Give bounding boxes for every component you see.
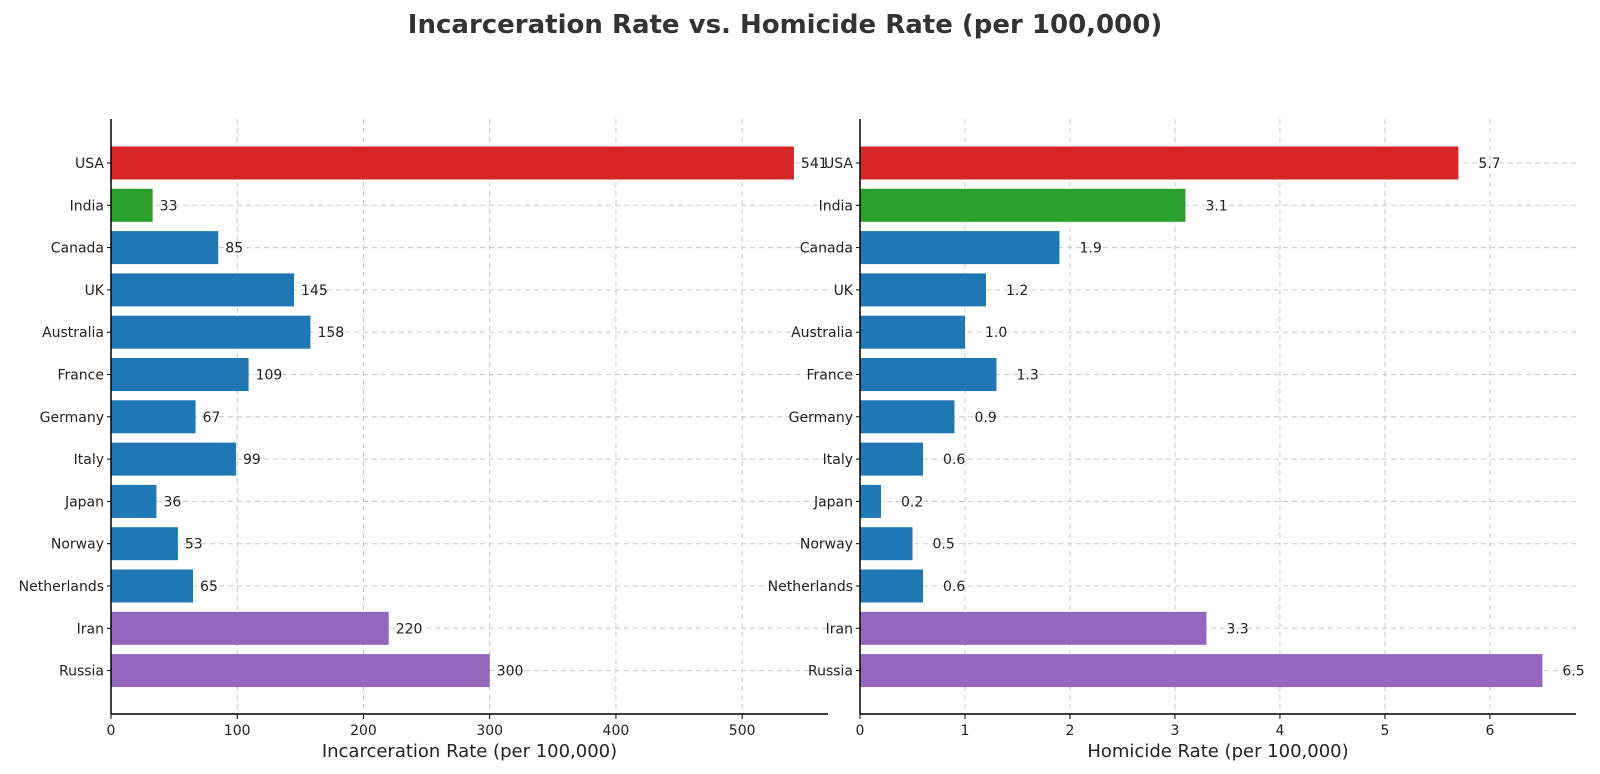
incarceration-value-label: 541 bbox=[801, 156, 828, 172]
incarceration-category-label: Norway bbox=[51, 537, 104, 553]
incarceration-bar-iran bbox=[111, 611, 389, 645]
incarceration-bar-india bbox=[111, 188, 153, 222]
homicide-x-axis-label: Homicide Rate (per 100,000) bbox=[1087, 741, 1348, 762]
homicide-bar-uk bbox=[860, 273, 986, 307]
incarceration-x-axis-label: Incarceration Rate (per 100,000) bbox=[322, 741, 617, 762]
incarceration-bar-australia bbox=[111, 315, 311, 349]
incarceration-bar-uk bbox=[111, 273, 295, 307]
homicide-panel: 5.7 3.1 1.9 1.2 1.0 1.3 0.9 0.6 0.2 0.5 0.6 3.3 6.5 U… bbox=[768, 119, 1585, 762]
homicide-xtick-label: 2 bbox=[1066, 723, 1075, 739]
incarceration-value-label: 53 bbox=[185, 537, 203, 553]
incarceration-category-label: Netherlands bbox=[19, 579, 104, 595]
homicide-bar-india bbox=[860, 188, 1186, 222]
incarceration-value-label: 99 bbox=[243, 452, 261, 468]
incarceration-category-label: UK bbox=[85, 283, 105, 299]
incarceration-value-label: 36 bbox=[163, 494, 181, 510]
homicide-category-label: Germany bbox=[789, 410, 853, 426]
homicide-bar-germany bbox=[860, 400, 955, 434]
homicide-xtick-label: 5 bbox=[1380, 723, 1389, 739]
homicide-value-label: 3.1 bbox=[1205, 198, 1227, 214]
homicide-bar-russia bbox=[860, 654, 1543, 688]
homicide-xtick-label: 4 bbox=[1275, 723, 1284, 739]
incarceration-category-label: Japan bbox=[64, 494, 104, 510]
homicide-category-label: Japan bbox=[813, 494, 853, 510]
incarceration-xtick-label: 100 bbox=[224, 723, 251, 739]
homicide-bar-norway bbox=[860, 527, 913, 561]
incarceration-category-label: India bbox=[70, 198, 104, 214]
homicide-category-label: Netherlands bbox=[768, 579, 853, 595]
incarceration-bar-russia bbox=[111, 654, 490, 688]
chart-title: Incarceration Rate vs. Homicide Rate (pe… bbox=[408, 10, 1162, 40]
homicide-value-label: 0.6 bbox=[943, 452, 965, 468]
homicide-value-label: 0.2 bbox=[901, 494, 923, 510]
homicide-category-label: India bbox=[819, 198, 853, 214]
homicide-xtick-label: 3 bbox=[1170, 723, 1179, 739]
homicide-bar-canada bbox=[860, 231, 1060, 265]
homicide-value-label: 0.9 bbox=[974, 410, 996, 426]
homicide-category-label: Norway bbox=[800, 537, 853, 553]
incarceration-category-label: France bbox=[57, 368, 104, 384]
incarceration-value-label: 65 bbox=[200, 579, 218, 595]
incarceration-bar-usa bbox=[111, 146, 794, 180]
homicide-bar-australia bbox=[860, 315, 965, 349]
homicide-value-label: 0.6 bbox=[943, 579, 965, 595]
incarceration-bar-norway bbox=[111, 527, 178, 561]
incarceration-category-label: Australia bbox=[42, 325, 104, 341]
homicide-xtick-label: 6 bbox=[1485, 723, 1494, 739]
incarceration-xtick-label: 200 bbox=[350, 723, 377, 739]
incarceration-xtick-label: 300 bbox=[476, 723, 503, 739]
homicide-value-label: 1.2 bbox=[1006, 283, 1028, 299]
homicide-category-label: UK bbox=[834, 283, 854, 299]
homicide-value-label: 0.5 bbox=[932, 537, 954, 553]
homicide-category-label: Russia bbox=[808, 664, 853, 680]
incarceration-panel: 541 33 85 145 158 109 67 99 36 53 65 220 300 USA India… bbox=[19, 119, 828, 762]
incarceration-value-label: 300 bbox=[497, 664, 524, 680]
incarceration-category-label: Italy bbox=[74, 452, 104, 468]
homicide-value-label: 1.3 bbox=[1016, 368, 1038, 384]
incarceration-bar-japan bbox=[111, 484, 157, 518]
incarceration-xtick-label: 400 bbox=[603, 723, 630, 739]
homicide-bar-france bbox=[860, 358, 997, 391]
incarceration-bar-netherlands bbox=[111, 569, 194, 603]
incarceration-category-label: Germany bbox=[40, 410, 104, 426]
homicide-value-label: 6.5 bbox=[1562, 664, 1584, 680]
incarceration-value-label: 33 bbox=[160, 198, 178, 214]
incarceration-bar-france bbox=[111, 358, 249, 391]
homicide-bar-japan bbox=[860, 484, 881, 518]
homicide-bar-italy bbox=[860, 442, 923, 476]
incarceration-xtick-label: 0 bbox=[107, 723, 116, 739]
homicide-category-label: France bbox=[806, 368, 853, 384]
homicide-bar-usa bbox=[860, 146, 1459, 180]
incarceration-value-label: 158 bbox=[317, 325, 344, 341]
incarceration-bar-canada bbox=[111, 231, 219, 265]
incarceration-category-label: Iran bbox=[77, 621, 104, 637]
incarceration-bar-italy bbox=[111, 442, 236, 476]
homicide-value-label: 5.7 bbox=[1478, 156, 1500, 172]
incarceration-value-label: 145 bbox=[301, 283, 328, 299]
incarceration-xtick-label: 500 bbox=[729, 723, 756, 739]
incarceration-category-label: USA bbox=[75, 156, 104, 172]
homicide-value-label: 3.3 bbox=[1226, 621, 1248, 637]
incarceration-value-label: 220 bbox=[396, 621, 423, 637]
incarceration-bar-germany bbox=[111, 400, 196, 434]
homicide-category-label: Iran bbox=[826, 621, 853, 637]
incarceration-value-label: 109 bbox=[256, 368, 283, 384]
incarceration-value-label: 85 bbox=[225, 241, 243, 257]
homicide-category-label: Australia bbox=[791, 325, 853, 341]
homicide-bar-iran bbox=[860, 611, 1207, 645]
homicide-category-label: Italy bbox=[823, 452, 853, 468]
homicide-category-label: Canada bbox=[800, 241, 853, 257]
homicide-category-label: USA bbox=[824, 156, 853, 172]
homicide-xtick-label: 0 bbox=[856, 723, 865, 739]
homicide-bar-netherlands bbox=[860, 569, 923, 603]
homicide-value-label: 1.0 bbox=[985, 325, 1007, 341]
incarceration-category-label: Russia bbox=[59, 664, 104, 680]
incarceration-category-label: Canada bbox=[51, 241, 104, 257]
homicide-xtick-label: 1 bbox=[961, 723, 970, 739]
incarceration-value-label: 67 bbox=[203, 410, 221, 426]
homicide-value-label: 1.9 bbox=[1079, 241, 1101, 257]
